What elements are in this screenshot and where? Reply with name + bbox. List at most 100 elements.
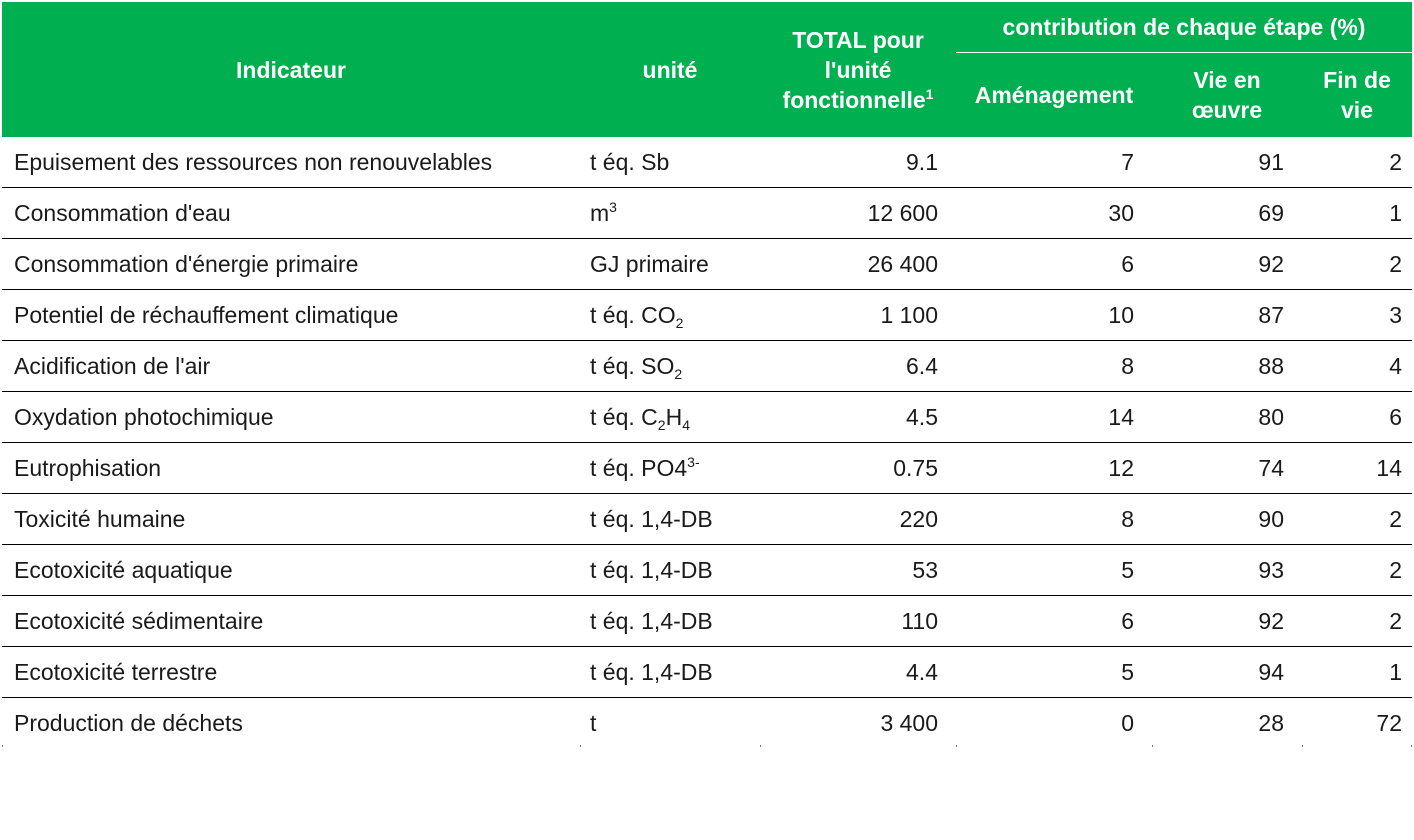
total-cell: 9.1	[760, 137, 956, 188]
total-cell: 110	[760, 595, 956, 647]
table-row: Potentiel de réchauffement climatique t é…	[2, 289, 1413, 341]
table-row: Oxydation photochimique t éq. C2H4 4.5 14 80…	[2, 391, 1413, 443]
indicator-cell: Ecotoxicité terrestre	[2, 646, 580, 698]
fin-de-vie-cell: 14	[1302, 442, 1413, 494]
header-vie-line2: œuvre	[1191, 97, 1263, 123]
vie-en-oeuvre-cell: 93	[1152, 544, 1302, 596]
table-row: Production de déchets t 3 400 0 28 72	[2, 698, 1412, 749]
indicator-cell: Oxydation photochimique	[2, 391, 580, 443]
unit-superscript: 3-	[687, 453, 700, 470]
indicator-cell: Eutrophisation	[2, 442, 580, 494]
unit-cell: t éq. 1,4-DB	[580, 544, 760, 596]
amenagement-cell: 0	[1121, 709, 1134, 736]
amenagement-cell: 8	[956, 340, 1152, 392]
unit-base: t éq. PO4	[590, 454, 688, 481]
unit-cell: t éq. C2H4	[580, 391, 760, 443]
total-cell: 53	[760, 544, 956, 596]
amenagement-cell: 6	[956, 238, 1152, 290]
unit-subscript: 2	[674, 365, 683, 382]
unit-cell: t éq. 1,4-DB	[580, 493, 760, 545]
amenagement-cell: 12	[956, 442, 1152, 494]
unit-base: t éq. C	[590, 403, 658, 430]
header-total-line2: l'unité	[824, 56, 892, 83]
table-body: Epuisement des ressources non renouvelab…	[2, 137, 1413, 749]
indicator-cell: Production de déchets	[14, 709, 243, 736]
unit-subscript: 2	[657, 416, 666, 433]
table-row: Ecotoxicité aquatique t éq. 1,4-DB 53 5 93 2	[2, 544, 1413, 596]
header-total: TOTAL pour l'unité fonctionnelle1	[760, 2, 956, 137]
indicator-cell: Potentiel de réchauffement climatique	[2, 289, 580, 341]
amenagement-cell: 8	[956, 493, 1152, 545]
vie-en-oeuvre-cell: 91	[1152, 137, 1302, 188]
indicator-cell: Consommation d'énergie primaire	[2, 238, 580, 290]
column-dot	[956, 745, 957, 747]
unit-base: t	[590, 709, 597, 736]
total-cell: 0.75	[760, 442, 956, 494]
table-header: Indicateur unité TOTAL pour l'unité fonc…	[2, 2, 1413, 137]
unit-cell: GJ primaire	[580, 238, 760, 290]
indicator-cell: Toxicité humaine	[2, 493, 580, 545]
unit-base: m	[590, 199, 610, 226]
fin-de-vie-cell: 72	[1376, 709, 1403, 736]
table-row: Ecotoxicité sédimentaire t éq. 1,4-DB 110 6…	[2, 595, 1413, 647]
column-dot	[1152, 745, 1153, 747]
amenagement-cell: 30	[956, 187, 1152, 239]
indicator-cell: Ecotoxicité aquatique	[2, 544, 580, 596]
unit-cell: t	[580, 698, 760, 749]
table-row: Eutrophisation t éq. PO43- 0.75 12 74 14	[2, 442, 1413, 494]
column-dot	[760, 745, 761, 747]
amenagement-cell: 10	[956, 289, 1152, 341]
unit-middle: H	[665, 403, 683, 430]
fin-de-vie-cell: 2	[1302, 493, 1413, 545]
vie-en-oeuvre-cell: 74	[1152, 442, 1302, 494]
header-total-line1: TOTAL pour	[792, 26, 924, 53]
unit-cell: t éq. Sb	[580, 137, 760, 188]
amenagement-cell: 14	[956, 391, 1152, 443]
indicator-cell: Consommation d'eau	[2, 187, 580, 239]
vie-en-oeuvre-cell: 92	[1152, 238, 1302, 290]
vie-en-oeuvre-cell: 80	[1152, 391, 1302, 443]
vie-en-oeuvre-cell: 92	[1152, 595, 1302, 647]
fin-de-vie-cell: 2	[1302, 137, 1413, 188]
indicator-table: Indicateur unité TOTAL pour l'unité fonc…	[2, 2, 1413, 749]
fin-de-vie-cell: 6	[1302, 391, 1413, 443]
amenagement-cell: 6	[956, 595, 1152, 647]
unit-base: GJ primaire	[590, 250, 709, 277]
fin-de-vie-cell: 1	[1302, 646, 1413, 698]
total-cell: 3 400	[880, 709, 938, 736]
unit-base: t éq. Sb	[590, 148, 670, 175]
column-dots	[2, 745, 1412, 747]
unit-cell: t éq. SO2	[580, 340, 760, 392]
unit-cell: t éq. 1,4-DB	[580, 646, 760, 698]
vie-en-oeuvre-cell: 87	[1152, 289, 1302, 341]
total-cell: 1 100	[760, 289, 956, 341]
table-row: Consommation d'énergie primaire GJ primai…	[2, 238, 1413, 290]
unit-base: t éq. 1,4-DB	[590, 607, 713, 634]
table-row: Consommation d'eau m3 12 600 30 69 1	[2, 187, 1413, 239]
vie-en-oeuvre-cell: 94	[1152, 646, 1302, 698]
total-cell: 12 600	[760, 187, 956, 239]
column-dot	[1411, 745, 1412, 747]
table-row: Ecotoxicité terrestre t éq. 1,4-DB 4.4 5 94 1	[2, 646, 1413, 698]
column-dot	[1302, 745, 1303, 747]
total-cell: 4.5	[760, 391, 956, 443]
vie-en-oeuvre-cell: 90	[1152, 493, 1302, 545]
column-dot	[2, 745, 3, 747]
amenagement-cell: 7	[956, 137, 1152, 188]
unit-cell: m3	[580, 187, 760, 239]
header-fin-de-vie: Fin de vie	[1302, 52, 1413, 137]
vie-en-oeuvre-cell: 69	[1152, 187, 1302, 239]
unit-base: t éq. 1,4-DB	[590, 658, 713, 685]
header-indicator: Indicateur	[2, 2, 580, 137]
total-cell: 6.4	[760, 340, 956, 392]
fin-de-vie-cell: 2	[1302, 238, 1413, 290]
vie-en-oeuvre-cell: 28	[1258, 709, 1284, 736]
header-fin-line1: Fin de	[1323, 67, 1391, 93]
unit-superscript: 3	[609, 198, 617, 215]
total-cell: 26 400	[760, 238, 956, 290]
unit-cell: t éq. 1,4-DB	[580, 595, 760, 647]
unit-base: t éq. 1,4-DB	[590, 556, 713, 583]
unit-subscript: 2	[675, 314, 684, 331]
amenagement-cell: 5	[956, 646, 1152, 698]
total-cell: 220	[760, 493, 956, 545]
